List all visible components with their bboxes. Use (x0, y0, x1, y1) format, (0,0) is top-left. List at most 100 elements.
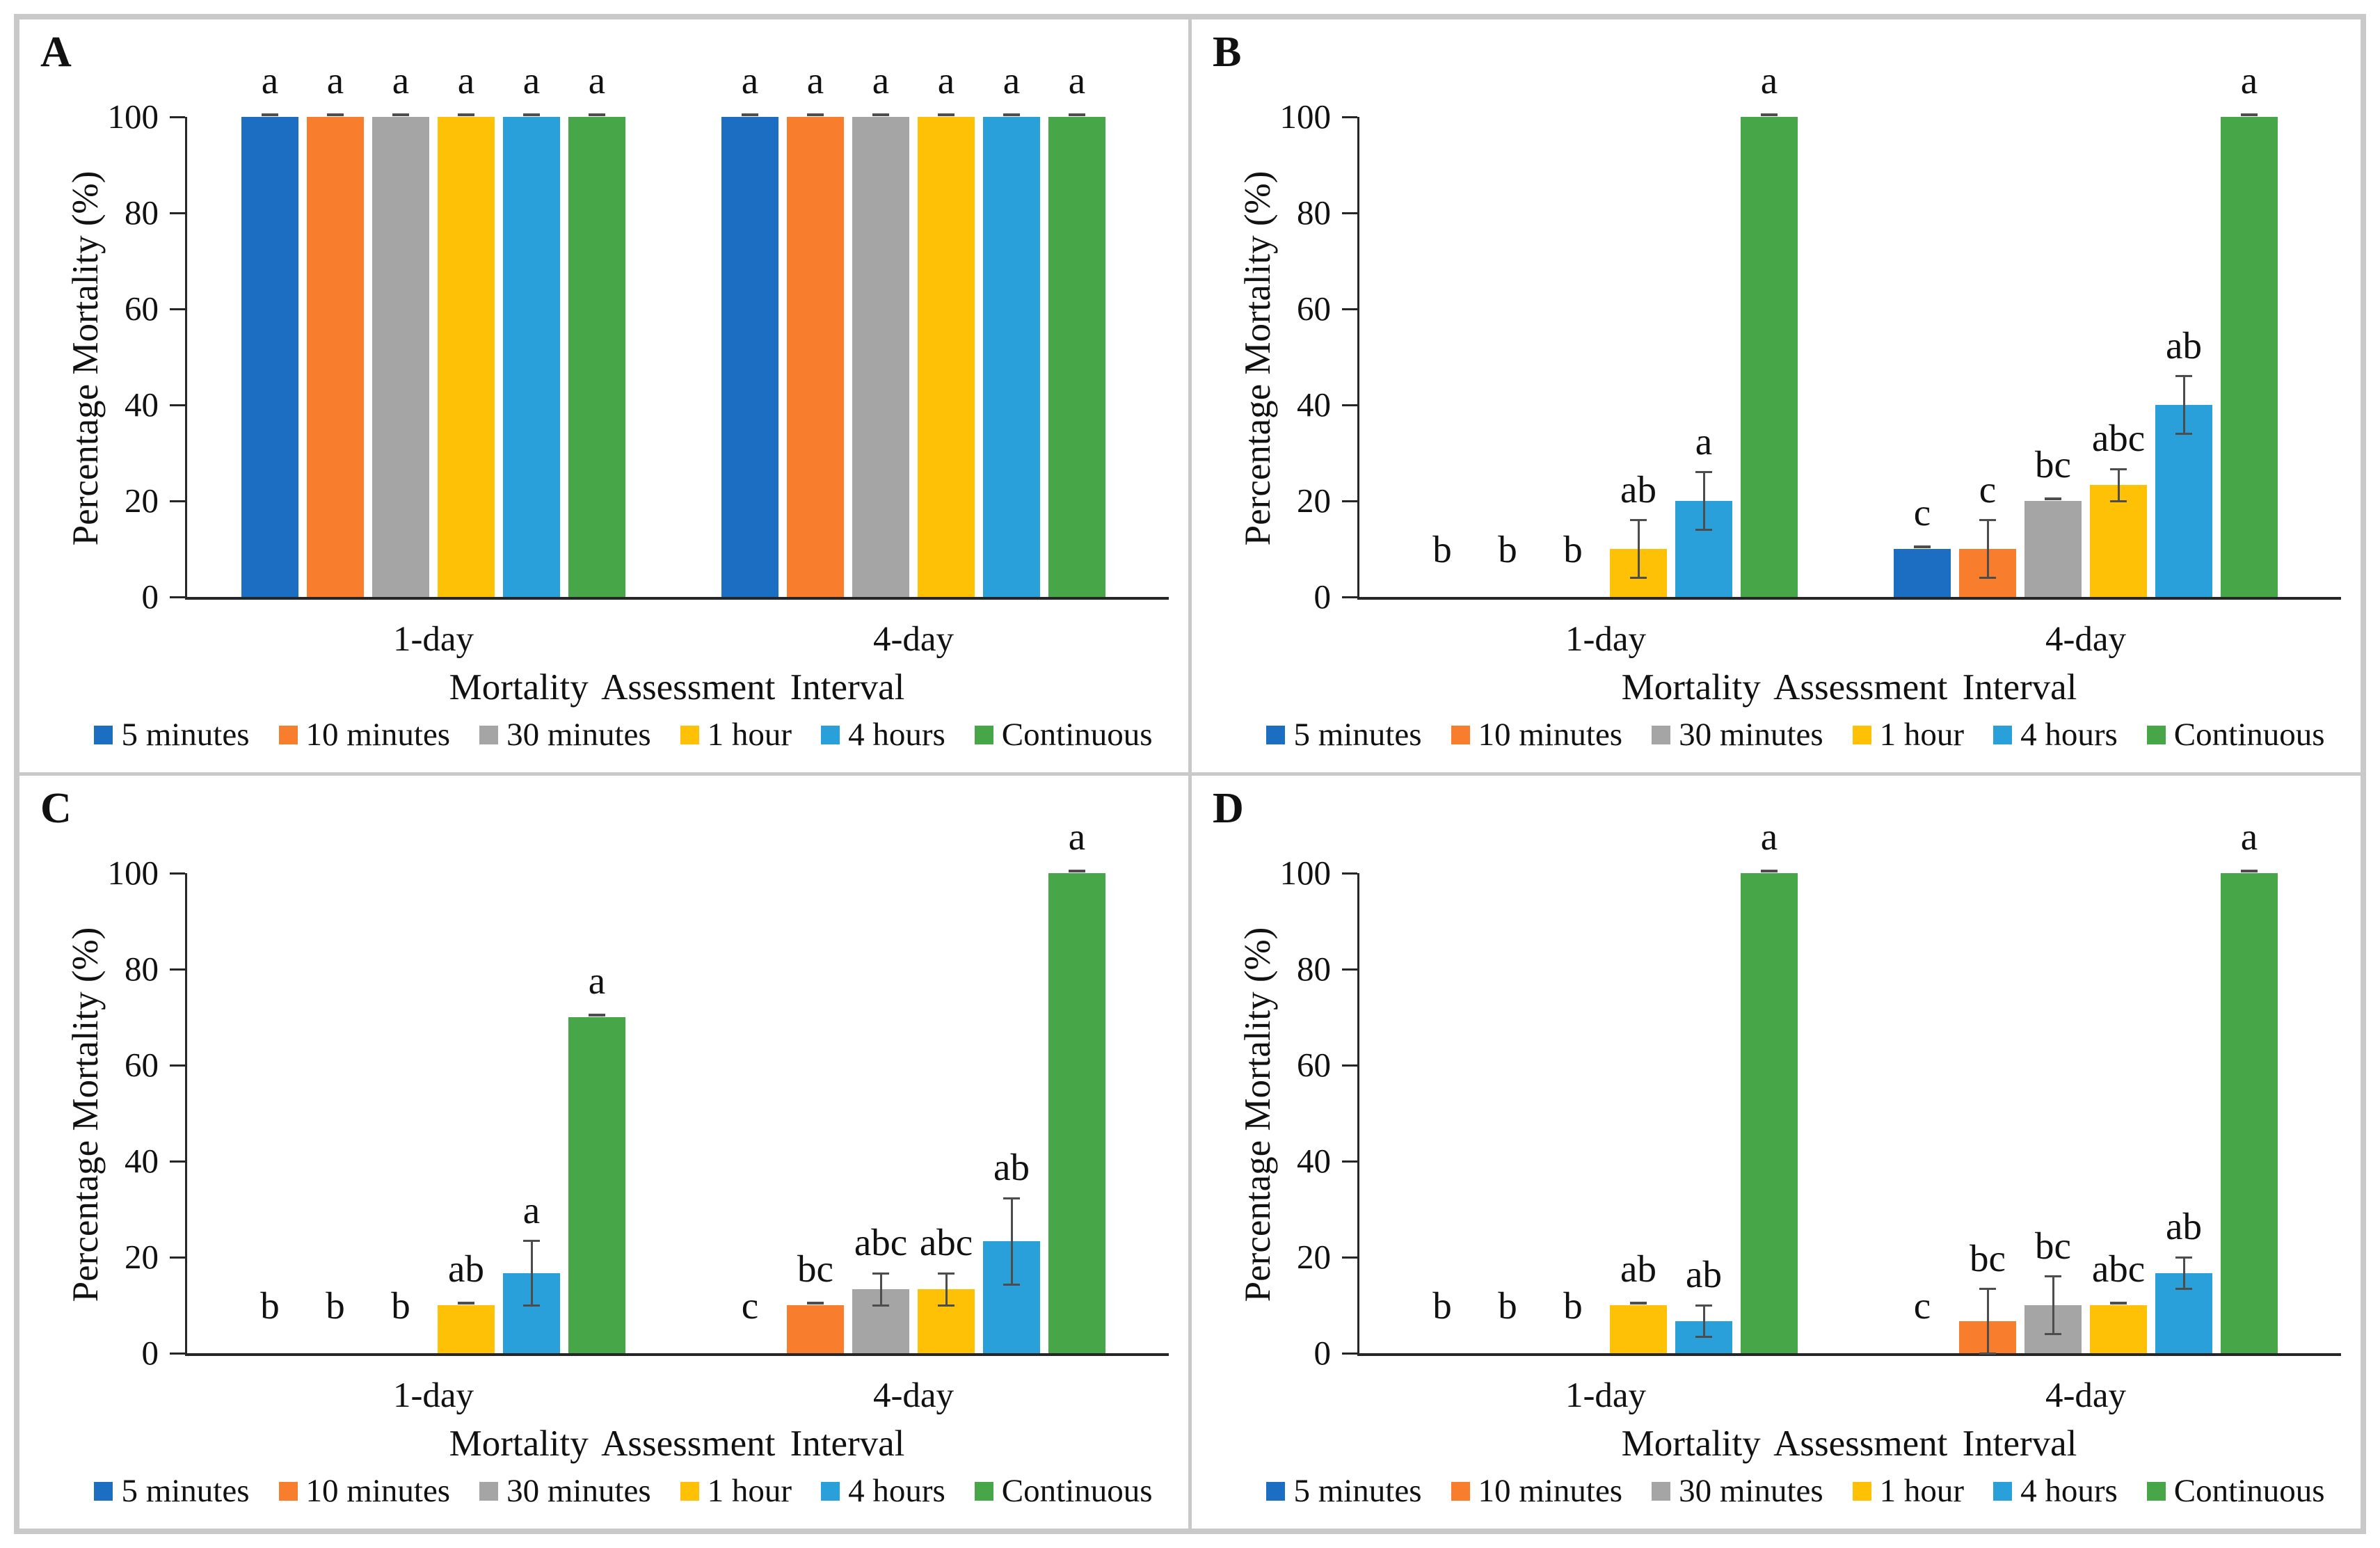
x-category-label: 1-day (392, 1376, 474, 1415)
y-tick-label: 100 (1279, 854, 1332, 892)
x-axis-title: Mortality Assessment Interval (1621, 667, 2077, 708)
figure-frame: A Percentage Mortality (%) 0 20 40 60 80 100 a a a… (14, 14, 2366, 1534)
legend-swatch (2146, 725, 2166, 744)
legend-swatch (974, 725, 993, 744)
legend-swatch (1852, 1481, 1871, 1501)
legend-swatch (479, 1481, 499, 1501)
legend-item-1-hour: 1 hour (1852, 716, 1965, 753)
legend-item-1-hour: 1 hour (680, 1472, 792, 1509)
bar-1-hour (438, 1305, 495, 1353)
significance-letter: a (588, 959, 606, 1002)
legend-swatch (821, 1481, 840, 1501)
significance-letter: ab (1620, 468, 1656, 511)
significance-letter: a (1068, 815, 1086, 858)
error-bar-cap-bottom (1630, 576, 1647, 579)
legend-item-1-hour: 1 hour (1852, 1474, 1964, 1508)
y-tick-mark (170, 1160, 185, 1163)
y-tick-label: 60 (125, 289, 159, 328)
significance-letter: a (1003, 59, 1021, 102)
significance-letter: a (1760, 59, 1778, 102)
significance-letter: b (1432, 1284, 1452, 1327)
legend-label: 10 minutes (1478, 716, 1623, 753)
bar-Continuous (568, 117, 625, 597)
error-bar-dash (589, 1014, 605, 1016)
y-tick-label: 40 (1297, 1142, 1331, 1180)
y-tick-label: 0 (141, 577, 159, 616)
y-tick-label: 80 (1297, 950, 1331, 988)
significance-letter: b (1498, 528, 1517, 570)
legend-label: 1 hour (707, 1472, 792, 1509)
legend-item-4-hours: 4 hours (1993, 718, 2118, 751)
bar-Continuous (2221, 873, 2278, 1353)
panel-label: D (1213, 785, 1244, 832)
error-bar-cap-bottom (1979, 576, 1996, 579)
error-bar-cap-bottom (2175, 1288, 2192, 1291)
error-bar-line (2182, 1257, 2185, 1289)
legend-item-5-minutes: 5 minutes (1266, 1474, 1422, 1508)
significance-letter: a (1760, 815, 1778, 858)
panel-label: C (40, 785, 72, 832)
error-bar-cap-top (1979, 519, 1996, 522)
error-bar-cap-bottom (1695, 1336, 1712, 1339)
chart-panel-d: D Percentage Mortality (%) 0 20 40 60 80 100 b b b… (1192, 776, 2361, 1529)
legend-item-Continuous: Continuous (2146, 1474, 2325, 1508)
legend-swatch (1993, 725, 2013, 744)
legend-swatch (680, 1481, 699, 1501)
significance-letter: a (522, 59, 541, 102)
legend-item-5-minutes: 5 minutes (94, 718, 250, 751)
error-bar-cap-top (1630, 519, 1647, 522)
y-tick-mark (1342, 500, 1357, 502)
bar-Continuous (1741, 117, 1798, 597)
significance-letter: ab (993, 1146, 1030, 1189)
error-bar-dash (872, 113, 889, 116)
y-tick-label: 100 (1279, 97, 1332, 136)
error-bar-dash (2045, 497, 2061, 500)
y-tick-mark (1342, 596, 1357, 598)
y-tick-label: 20 (1297, 1238, 1331, 1276)
y-tick-label: 80 (1297, 193, 1331, 232)
legend-label: 10 minutes (1478, 1472, 1623, 1509)
y-tick-label: 60 (1297, 289, 1331, 328)
significance-letter: bc (2035, 1224, 2071, 1267)
y-tick-label: 0 (1313, 577, 1332, 616)
error-bar-line (1702, 1305, 1705, 1337)
legend-swatch (680, 725, 699, 744)
error-bar-dash (2241, 870, 2258, 872)
legend-item-Continuous: Continuous (974, 718, 1153, 751)
legend-label: 30 minutes (506, 1472, 651, 1509)
y-tick-mark (1342, 1256, 1357, 1259)
legend-swatch (1652, 1481, 1671, 1501)
significance-letter: a (392, 59, 410, 102)
legend-swatch (1266, 725, 1286, 744)
legend-label: 1 hour (1879, 716, 1965, 753)
error-bar-cap-bottom (1979, 1352, 1996, 1355)
legend-item-5-minutes: 5 minutes (94, 1474, 250, 1508)
legend-item-30-minutes: 30 minutes (479, 1472, 651, 1509)
panel-grid: A Percentage Mortality (%) 0 20 40 60 80 100 a a a… (19, 19, 2361, 1529)
legend-swatch (974, 1481, 993, 1501)
error-bar-cap-bottom (523, 1304, 540, 1307)
significance-letter: a (937, 59, 955, 102)
bar-5-minutes (1894, 549, 1951, 597)
legend: 5 minutes 10 minutes 30 minutes 1 hour 4 hou… (1247, 714, 2344, 756)
y-tick-mark (1342, 872, 1357, 875)
bar-10-minutes (787, 1305, 844, 1353)
significance-letter: a (588, 59, 606, 102)
bar-1-hour (2090, 1305, 2147, 1353)
panel-label: A (40, 29, 72, 76)
x-category-label: 4-day (872, 1376, 955, 1415)
y-tick-mark (1342, 1064, 1357, 1067)
error-bar-dash (1630, 1302, 1647, 1304)
x-category-label: 1-day (392, 620, 474, 659)
y-tick-label: 20 (125, 481, 159, 520)
error-bar-cap-bottom (2175, 432, 2192, 435)
significance-letter: a (457, 59, 475, 102)
legend-item-Continuous: Continuous (2146, 718, 2325, 751)
y-tick-label: 80 (125, 193, 159, 232)
significance-letter: a (872, 59, 890, 102)
significance-letter: abc (2091, 417, 2146, 460)
significance-letter: a (741, 59, 759, 102)
y-tick-label: 20 (1297, 481, 1331, 520)
error-bar-dash (458, 1302, 474, 1304)
significance-letter: a (1068, 59, 1086, 102)
